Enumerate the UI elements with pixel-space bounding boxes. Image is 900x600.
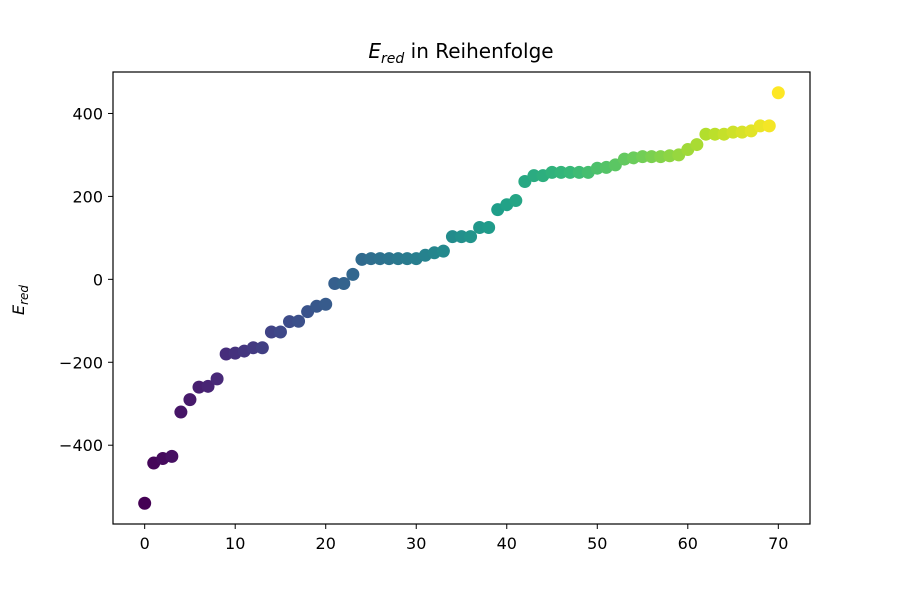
data-point <box>246 341 260 355</box>
data-point <box>165 449 179 463</box>
data-point <box>201 379 215 393</box>
data-point <box>509 194 523 208</box>
data-point <box>210 372 224 386</box>
svg-text:Ered: Ered <box>9 285 31 315</box>
data-point <box>563 165 577 179</box>
ylabel-symbol: E <box>9 304 28 315</box>
plot-frame <box>112 71 811 525</box>
x-tick-label: 60 <box>678 534 698 553</box>
chart-title: Ered in Reihenfolge <box>368 39 553 67</box>
y-tick-label: 400 <box>72 104 103 123</box>
ylabel-subscript: red <box>17 285 31 305</box>
data-point <box>445 230 459 244</box>
data-point <box>391 252 405 266</box>
data-point <box>726 125 740 139</box>
data-point <box>690 138 704 152</box>
data-point <box>473 221 487 235</box>
y-axis-label: Ered <box>9 285 31 315</box>
data-point <box>482 221 496 235</box>
title-subscript: red <box>381 51 404 67</box>
data-point <box>255 341 269 355</box>
data-point <box>328 276 342 290</box>
x-tick-label: 40 <box>497 534 517 553</box>
y-tick-label: 200 <box>72 187 103 206</box>
data-point <box>645 150 659 164</box>
x-tick-label: 50 <box>587 534 607 553</box>
axis-ticks: 0 10 20 30 40 50 60 70 −400 −200 0 200 400 <box>59 104 788 553</box>
data-point <box>545 165 559 179</box>
data-point <box>174 405 188 419</box>
data-point <box>753 119 767 133</box>
data-point <box>273 325 287 339</box>
data-point <box>527 169 541 183</box>
data-point <box>762 119 776 133</box>
y-tick-label: 0 <box>93 270 103 289</box>
data-point <box>699 127 713 141</box>
x-tick-label: 20 <box>316 534 336 553</box>
data-point <box>292 314 306 328</box>
data-point <box>319 297 333 311</box>
data-point <box>346 267 360 281</box>
data-point <box>636 150 650 164</box>
data-point <box>554 165 568 179</box>
y-tick-label: −400 <box>59 436 103 455</box>
data-point <box>138 496 152 510</box>
data-point <box>337 276 351 290</box>
data-point <box>264 325 278 339</box>
y-tick-label: −200 <box>59 353 103 372</box>
x-tick-label: 0 <box>140 534 150 553</box>
data-point <box>455 230 468 244</box>
title-symbol: E <box>368 39 381 63</box>
data-point <box>464 230 478 244</box>
data-point <box>771 86 785 100</box>
data-point <box>183 393 197 407</box>
data-points <box>138 86 785 510</box>
data-point <box>373 252 387 266</box>
title-suffix: in Reihenfolge <box>404 39 553 63</box>
data-point <box>436 244 450 258</box>
data-point <box>572 165 586 179</box>
x-tick-label: 30 <box>406 534 426 553</box>
data-point <box>400 252 414 266</box>
data-point <box>382 252 396 266</box>
data-point <box>708 127 722 141</box>
data-point <box>364 252 378 266</box>
x-tick-label: 70 <box>768 534 788 553</box>
x-tick-label: 10 <box>225 534 245 553</box>
